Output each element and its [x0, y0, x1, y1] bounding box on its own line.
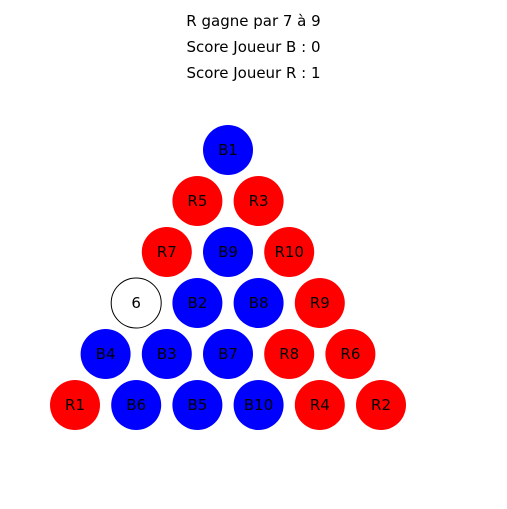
- cell-label: R10: [274, 243, 304, 261]
- cell-label: R1: [65, 396, 85, 414]
- board-cell-r9[interactable]: R9: [294, 278, 345, 328]
- board-cell-r1[interactable]: R1: [50, 380, 100, 430]
- cell-label: R3: [249, 192, 269, 210]
- cell-circle[interactable]: [172, 380, 223, 430]
- board-cell-b3[interactable]: B3: [141, 329, 192, 379]
- cell-label: R9: [310, 294, 330, 312]
- board-cell-r5[interactable]: R5: [172, 176, 223, 226]
- cell-label: B1: [218, 141, 238, 159]
- board-cell-b1[interactable]: B1: [203, 125, 253, 175]
- cell-circle[interactable]: [141, 329, 192, 379]
- board-cell-r3[interactable]: R3: [233, 176, 284, 226]
- cell-label: 6: [131, 294, 141, 312]
- player-r-score: Score Joueur R : 1: [186, 64, 321, 82]
- board-cell-b4[interactable]: B4: [80, 329, 131, 379]
- board-cell-b8[interactable]: B8: [233, 278, 284, 328]
- cell-circle[interactable]: [294, 380, 345, 430]
- cell-label: R7: [157, 243, 177, 261]
- cell-circle[interactable]: [356, 380, 406, 430]
- player-b-score: Score Joueur B : 0: [186, 38, 321, 56]
- cell-circle[interactable]: [203, 125, 253, 175]
- cell-circle[interactable]: [110, 277, 162, 329]
- board-cell-b6[interactable]: B6: [111, 380, 162, 430]
- cell-circle[interactable]: [264, 227, 315, 277]
- cell-circle[interactable]: [264, 329, 315, 379]
- board-cell-r6[interactable]: R6: [325, 329, 376, 379]
- cell-label: B3: [157, 345, 177, 363]
- cell-label: R4: [310, 396, 330, 414]
- cell-label: R8: [279, 345, 299, 363]
- board-cell-r7[interactable]: R7: [141, 227, 192, 277]
- cell-circle[interactable]: [203, 329, 253, 379]
- cell-circle[interactable]: [203, 227, 253, 277]
- cell-label: R6: [340, 345, 360, 363]
- cell-circle[interactable]: [233, 278, 284, 328]
- cell-circle[interactable]: [294, 278, 345, 328]
- cell-label: B6: [126, 396, 146, 414]
- cell-circle[interactable]: [141, 227, 192, 277]
- cell-circle[interactable]: [233, 176, 284, 226]
- board-cell-r10[interactable]: R10: [264, 227, 315, 277]
- cell-circle[interactable]: [111, 380, 162, 430]
- cell-label: B5: [187, 396, 207, 414]
- board-cell-r2[interactable]: R2: [356, 380, 406, 430]
- board-cell-b7[interactable]: B7: [203, 329, 253, 379]
- board-cell-r8[interactable]: R8: [264, 329, 315, 379]
- cell-circle[interactable]: [172, 278, 223, 328]
- board-cell-b5[interactable]: B5: [172, 380, 223, 430]
- board-cell-b2[interactable]: B2: [172, 278, 223, 328]
- cell-label: B7: [218, 345, 238, 363]
- cell-circle[interactable]: [80, 329, 131, 379]
- cell-label: B4: [96, 345, 116, 363]
- cell-circle[interactable]: [50, 380, 100, 430]
- board-cell-b10[interactable]: B10: [233, 380, 284, 430]
- game-result-text: R gagne par 7 à 9: [186, 12, 321, 30]
- cell-label: B8: [249, 294, 269, 312]
- board-cell-b9[interactable]: B9: [203, 227, 253, 277]
- board-cell-r4[interactable]: R4: [294, 380, 345, 430]
- cell-circle[interactable]: [172, 176, 223, 226]
- cell-label: B9: [218, 243, 238, 261]
- cell-label: B10: [244, 396, 273, 414]
- board-cell-empty[interactable]: 6: [110, 277, 162, 329]
- cell-label: R5: [187, 192, 207, 210]
- cell-circle[interactable]: [325, 329, 376, 379]
- cell-label: B2: [187, 294, 207, 312]
- cell-label: R2: [371, 396, 391, 414]
- cell-circle[interactable]: [233, 380, 284, 430]
